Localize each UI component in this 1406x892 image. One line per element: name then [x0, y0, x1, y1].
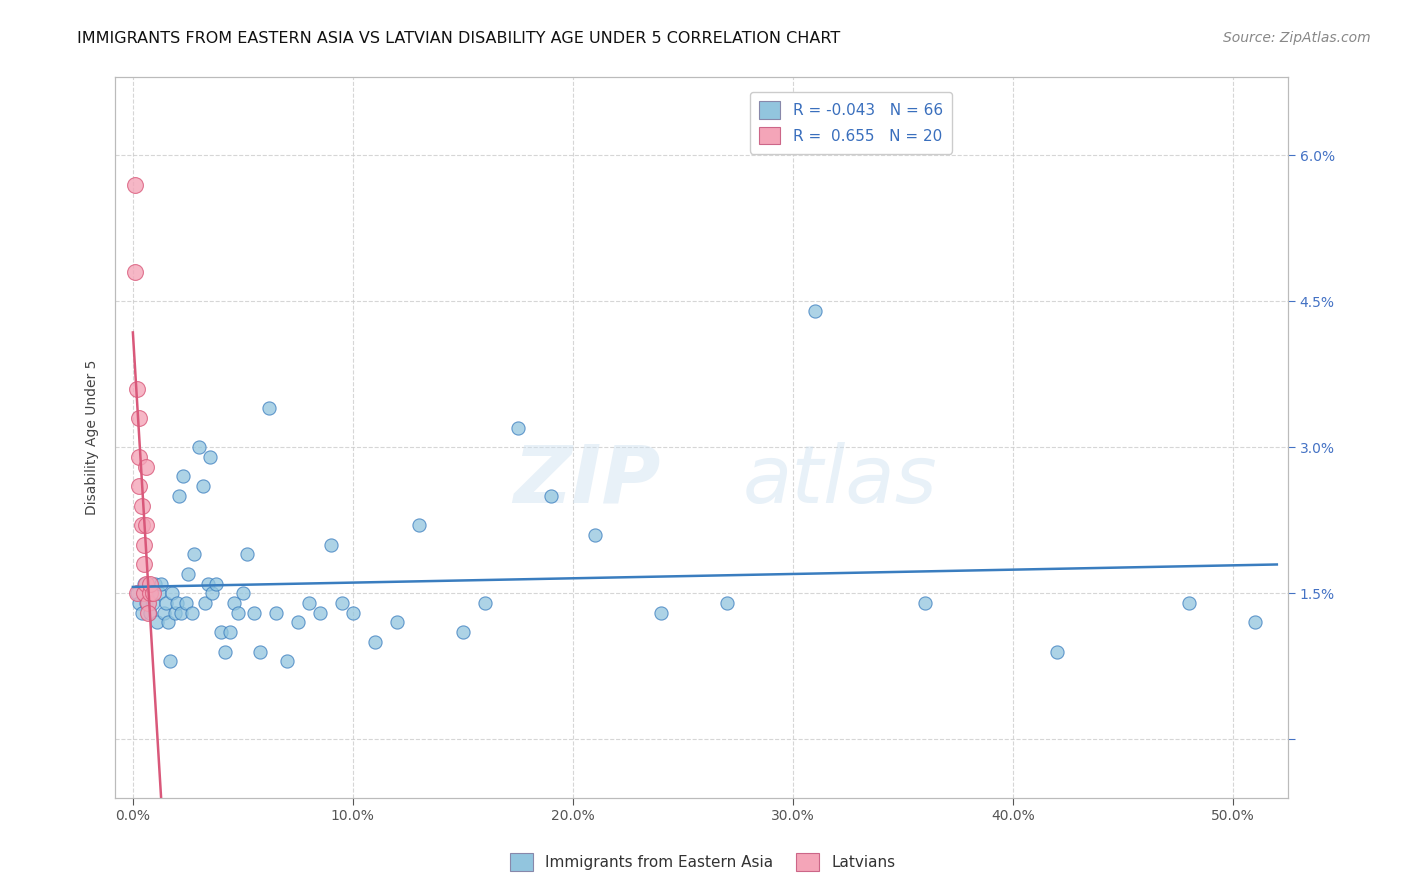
Point — [159, 654, 181, 668]
Point — [187, 440, 209, 454]
Point — [135, 596, 157, 610]
Point — [132, 538, 155, 552]
Point — [143, 576, 166, 591]
Point — [172, 469, 194, 483]
Point — [131, 606, 153, 620]
Point — [249, 645, 271, 659]
Point — [136, 586, 159, 600]
Point — [142, 586, 165, 600]
Point — [914, 596, 936, 610]
Point — [131, 499, 153, 513]
Point — [177, 566, 200, 581]
Point — [127, 586, 149, 600]
Point — [157, 615, 180, 630]
Text: ZIP: ZIP — [513, 442, 661, 520]
Point — [132, 576, 155, 591]
Legend: R = -0.043   N = 66, R =  0.655   N = 20: R = -0.043 N = 66, R = 0.655 N = 20 — [749, 92, 952, 153]
Point — [194, 596, 217, 610]
Point — [135, 576, 157, 591]
Legend: Immigrants from Eastern Asia, Latvians: Immigrants from Eastern Asia, Latvians — [505, 847, 901, 877]
Point — [201, 586, 224, 600]
Point — [385, 615, 408, 630]
Point — [128, 411, 150, 425]
Point — [127, 382, 149, 396]
Point — [132, 586, 155, 600]
Point — [342, 606, 364, 620]
Point — [128, 479, 150, 493]
Point — [174, 596, 197, 610]
Point — [124, 178, 146, 192]
Point — [1046, 645, 1069, 659]
Point — [163, 606, 186, 620]
Point — [127, 586, 149, 600]
Point — [128, 450, 150, 464]
Point — [243, 606, 266, 620]
Point — [139, 576, 162, 591]
Point — [408, 518, 430, 533]
Point — [166, 596, 188, 610]
Point — [364, 635, 387, 649]
Point — [152, 606, 174, 620]
Point — [287, 615, 309, 630]
Point — [583, 528, 606, 542]
Point — [214, 645, 236, 659]
Point — [181, 606, 204, 620]
Point — [308, 606, 330, 620]
Y-axis label: Disability Age Under 5: Disability Age Under 5 — [86, 359, 100, 516]
Point — [298, 596, 321, 610]
Point — [451, 625, 474, 640]
Point — [330, 596, 353, 610]
Point — [136, 596, 159, 610]
Point — [276, 654, 298, 668]
Point — [209, 625, 232, 640]
Point — [124, 265, 146, 279]
Point — [222, 596, 245, 610]
Point — [135, 459, 157, 474]
Point — [155, 596, 177, 610]
Point — [162, 586, 184, 600]
Point — [128, 596, 150, 610]
Point — [183, 547, 205, 561]
Point — [142, 596, 165, 610]
Point — [1178, 596, 1201, 610]
Point — [135, 518, 157, 533]
Point — [132, 557, 155, 571]
Point — [319, 538, 342, 552]
Point — [148, 586, 170, 600]
Point — [146, 615, 169, 630]
Point — [804, 304, 827, 318]
Point — [197, 576, 219, 591]
Point — [264, 606, 287, 620]
Text: atlas: atlas — [742, 442, 938, 520]
Point — [716, 596, 738, 610]
Point — [198, 450, 221, 464]
Point — [1243, 615, 1265, 630]
Point — [259, 401, 281, 416]
Point — [167, 489, 190, 503]
Point — [232, 586, 254, 600]
Point — [150, 576, 173, 591]
Point — [506, 421, 529, 435]
Point — [139, 606, 162, 620]
Text: Source: ZipAtlas.com: Source: ZipAtlas.com — [1223, 31, 1371, 45]
Point — [139, 586, 162, 600]
Point — [228, 606, 250, 620]
Point — [193, 479, 215, 493]
Point — [131, 518, 153, 533]
Point — [170, 606, 193, 620]
Point — [474, 596, 496, 610]
Point — [236, 547, 259, 561]
Point — [205, 576, 228, 591]
Point — [136, 606, 159, 620]
Point — [650, 606, 672, 620]
Point — [540, 489, 562, 503]
Text: IMMIGRANTS FROM EASTERN ASIA VS LATVIAN DISABILITY AGE UNDER 5 CORRELATION CHART: IMMIGRANTS FROM EASTERN ASIA VS LATVIAN … — [77, 31, 841, 46]
Point — [218, 625, 240, 640]
